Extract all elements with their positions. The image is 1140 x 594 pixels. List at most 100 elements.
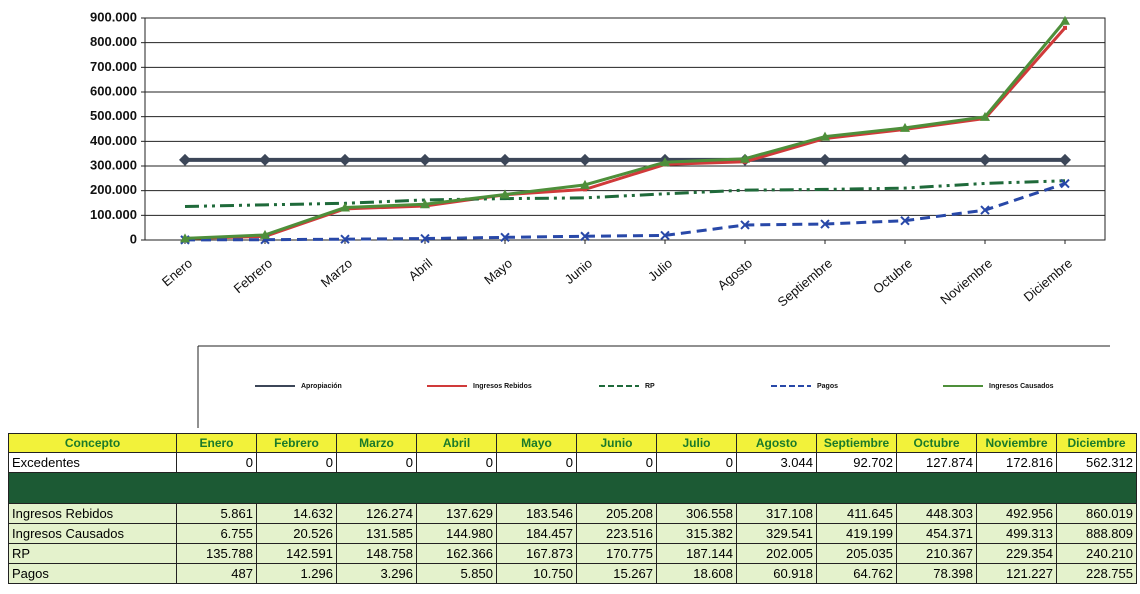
table-row: RP 135.788 142.591 148.758 162.366 167.873 170… (8, 543, 1137, 564)
value-cell: 148.758 (336, 543, 417, 564)
header-cell: Julio (656, 433, 737, 453)
legend-label: Ingresos Causados (989, 383, 1054, 390)
value-cell: 888.809 (1056, 523, 1137, 544)
value-cell: 499.313 (976, 523, 1057, 544)
value-cell: 3.296 (336, 563, 417, 584)
x-tick-label: Octubre (870, 255, 915, 296)
x-tick-label: Noviembre (937, 255, 995, 307)
series-line (184, 182, 1066, 242)
value-cell: 184.457 (496, 523, 577, 544)
x-tick-label: Febrero (231, 255, 276, 296)
marker (500, 189, 510, 199)
value-cell: 3.044 (736, 452, 817, 473)
separator (8, 472, 1137, 504)
marker (340, 234, 350, 244)
marker (500, 232, 510, 243)
marker (583, 187, 587, 192)
value-cell: 187.144 (656, 543, 737, 564)
marker (1060, 178, 1070, 189)
legend-label: RP (645, 383, 655, 390)
value-cell: 487 (176, 563, 257, 584)
value-cell: 137.629 (416, 503, 497, 524)
marker (740, 220, 750, 230)
series-line (184, 26, 1067, 241)
y-tick-label: 500.000 (90, 108, 137, 123)
marker (980, 205, 990, 215)
value-cell: 240.210 (1056, 543, 1137, 564)
value-cell: 78.398 (896, 563, 977, 584)
value-cell: 6.755 (176, 523, 257, 544)
marker (820, 219, 830, 229)
header-cell: Febrero (256, 433, 337, 453)
value-cell: 144.980 (416, 523, 497, 544)
value-cell: 0 (336, 452, 417, 473)
label-cell: Ingresos Rebidos (8, 503, 177, 524)
y-tick-label: 900.000 (90, 9, 137, 24)
marker (660, 230, 670, 241)
x-tick-label: Diciembre (1021, 255, 1075, 304)
value-cell: 562.312 (1056, 452, 1137, 473)
separator-row (8, 472, 1137, 504)
x-tick-label: Julio (645, 255, 675, 284)
value-cell: 183.546 (496, 503, 577, 524)
x-tick-label: Agosto (714, 255, 755, 293)
marker (900, 122, 910, 132)
legend-label: Pagos (817, 383, 838, 390)
marker (420, 199, 430, 209)
marker (580, 179, 590, 189)
value-cell: 492.956 (976, 503, 1057, 524)
value-cell: 419.199 (816, 523, 897, 544)
x-tick-label: Mayo (481, 255, 515, 287)
marker (980, 111, 990, 121)
value-cell: 0 (176, 452, 257, 473)
legend-label: Ingresos Rebidos (473, 383, 532, 390)
marker (979, 153, 991, 166)
value-cell: 127.874 (896, 452, 977, 473)
value-cell: 131.585 (336, 523, 417, 544)
marker (820, 131, 830, 141)
header-cell: Mayo (496, 433, 577, 453)
label-cell: Pagos (8, 563, 177, 584)
value-cell: 5.861 (176, 503, 257, 524)
value-cell: 60.918 (736, 563, 817, 584)
header-cell: Enero (176, 433, 257, 453)
value-cell: 411.645 (816, 503, 897, 524)
header-cell: Diciembre (1056, 433, 1137, 453)
x-tick-label: Abril (406, 255, 436, 283)
value-cell: 315.382 (656, 523, 737, 544)
y-tick-label: 400.000 (90, 133, 137, 148)
value-cell: 454.371 (896, 523, 977, 544)
value-cell: 18.608 (656, 563, 737, 584)
value-cell: 20.526 (256, 523, 337, 544)
marker (1060, 15, 1070, 25)
y-tick-label: 100.000 (90, 207, 137, 222)
value-cell: 121.227 (976, 563, 1057, 584)
value-cell: 0 (576, 452, 657, 473)
marker (499, 153, 511, 166)
header-cell: Agosto (736, 433, 817, 453)
header-cell: Septiembre (816, 433, 897, 453)
marker (1063, 25, 1067, 30)
header-row: Concepto Enero Febrero Marzo Abril Mayo Junio J… (8, 433, 1137, 453)
value-cell: 92.702 (816, 452, 897, 473)
marker (339, 153, 351, 166)
value-cell: 306.558 (656, 503, 737, 524)
table-row: Excedentes 0 0 0 0 0 0 0 3.044 92.702 127.874 172.8… (8, 452, 1137, 473)
marker (1059, 153, 1071, 166)
value-cell: 0 (656, 452, 737, 473)
value-cell: 317.108 (736, 503, 817, 524)
x-tick-label: Marzo (318, 255, 355, 290)
marker (660, 157, 670, 167)
value-cell: 15.267 (576, 563, 657, 584)
marker (420, 233, 430, 244)
marker (340, 202, 350, 212)
value-cell: 0 (416, 452, 497, 473)
value-cell: 210.367 (896, 543, 977, 564)
marker (180, 233, 190, 243)
chart: 0 100.000 200.000 300.000 400.000 500.000 600.… (90, 9, 1110, 428)
value-cell: 860.019 (1056, 503, 1137, 524)
marker (819, 153, 831, 166)
header-cell: Junio (576, 433, 657, 453)
x-tick-label: Septiembre (775, 255, 836, 309)
